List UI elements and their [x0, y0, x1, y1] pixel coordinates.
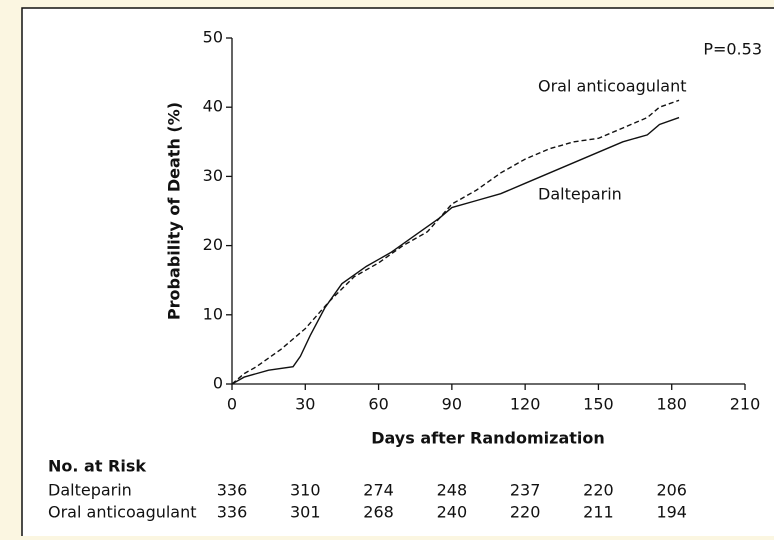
risk-count: 301: [290, 503, 321, 522]
y-tick-label: 30: [203, 166, 223, 185]
risk-count: 268: [363, 503, 394, 522]
series-line: [231, 99, 680, 385]
x-tick-label: 150: [583, 395, 614, 414]
y-tick-label: 10: [203, 304, 223, 323]
y-tick-label: 20: [203, 235, 223, 254]
risk-count: 336: [217, 503, 248, 522]
risk-row-label: Oral anticoagulant: [48, 503, 197, 522]
x-tick-label: 0: [227, 395, 237, 414]
y-tick-label: 0: [213, 374, 223, 393]
risk-count: 211: [583, 503, 614, 522]
risk-count: 310: [290, 481, 321, 500]
x-tick-label: 120: [510, 395, 541, 414]
x-tick-label: 180: [656, 395, 687, 414]
x-tick-label: 90: [442, 395, 462, 414]
risk-count: 274: [363, 481, 394, 500]
series-label: Oral anticoagulant: [538, 77, 687, 96]
p-value: P=0.53: [703, 40, 762, 59]
risk-count: 220: [510, 503, 541, 522]
x-axis-label: Days after Randomization: [371, 429, 605, 448]
risk-count: 240: [437, 503, 468, 522]
series-line: [231, 116, 680, 385]
series-label: Dalteparin: [538, 185, 622, 204]
risk-count: 206: [656, 481, 687, 500]
x-tick-label: 210: [730, 395, 761, 414]
y-axis-label: Probability of Death (%): [165, 102, 184, 320]
x-tick-label: 60: [368, 395, 388, 414]
risk-count: 237: [510, 481, 541, 500]
risk-count: 194: [656, 503, 687, 522]
risk-title: No. at Risk: [48, 457, 146, 476]
risk-row-label: Dalteparin: [48, 481, 132, 500]
x-tick-label: 30: [295, 395, 315, 414]
y-tick-label: 50: [203, 28, 223, 47]
panel: [21, 7, 774, 540]
y-tick-label: 40: [203, 97, 223, 116]
risk-count: 336: [217, 481, 248, 500]
risk-count: 248: [437, 481, 468, 500]
risk-count: 220: [583, 481, 614, 500]
